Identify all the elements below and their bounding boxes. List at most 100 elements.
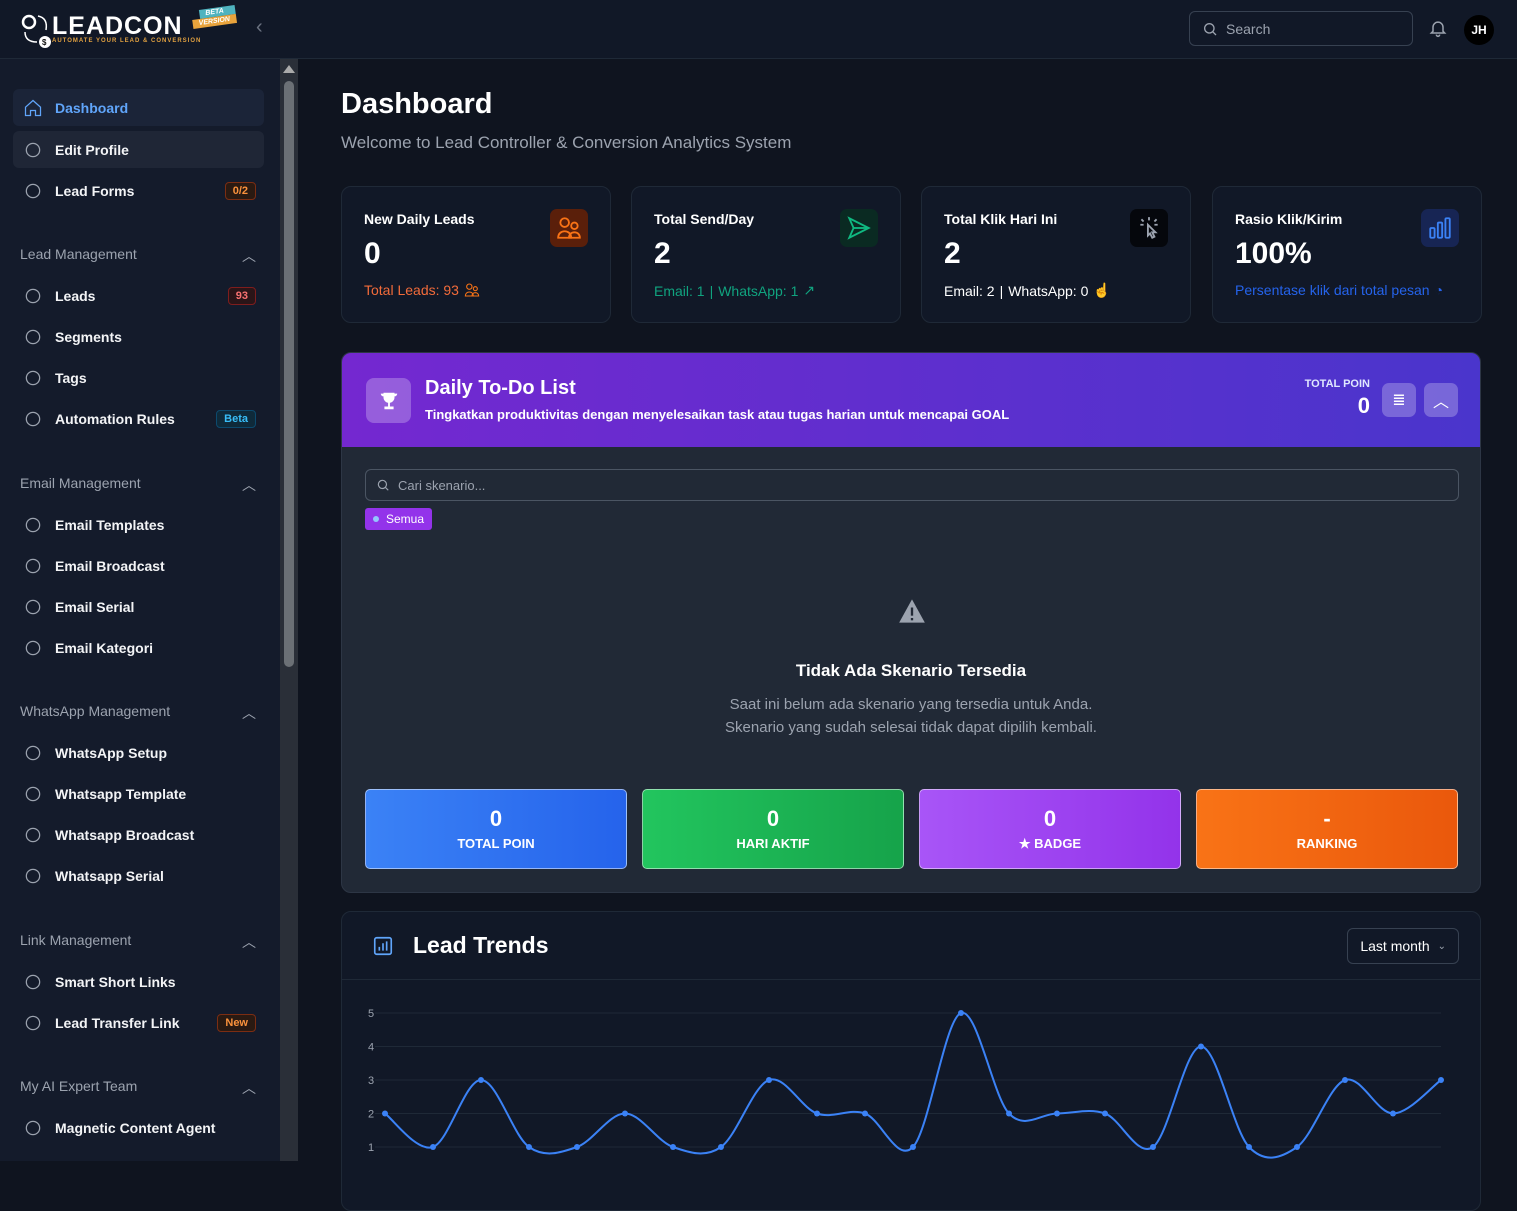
search-placeholder: Search — [1226, 20, 1271, 37]
logo[interactable]: $ LEADCON AUTOMATE YOUR LEAD & CONVERSIO… — [20, 5, 237, 48]
card-footer-whatsapp: WhatsApp: 1 — [718, 282, 799, 299]
sidebar-item-label: Email Broadcast — [55, 557, 165, 574]
sidebar-badge: New — [217, 1013, 256, 1032]
sidebar-item-email-kategori[interactable]: Email Kategori — [13, 630, 264, 667]
sidebar-item-email-serial[interactable]: Email Serial — [13, 589, 264, 626]
chevron-up-icon: ︿ — [242, 477, 256, 493]
sidebar-item-lead-transfer-link[interactable]: Lead Transfer Link New — [13, 1004, 264, 1041]
nav-icon — [25, 288, 41, 303]
sidebar-item-whatsapp-template[interactable]: Whatsapp Template — [13, 775, 264, 812]
total-poin-value: 0 — [1357, 393, 1370, 418]
send-icon — [840, 209, 878, 247]
nav-icon — [25, 599, 41, 615]
sidebar-section-email-management[interactable]: Email Management ︿ — [20, 475, 256, 495]
sidebar-item-tags[interactable]: Tags — [13, 360, 264, 397]
chevron-down-icon: ⌄ — [1437, 940, 1446, 952]
section-title: My AI Expert Team — [20, 1078, 138, 1094]
skenario-search-input[interactable]: Cari skenario... — [365, 469, 1459, 501]
section-title: WhatsApp Management — [20, 703, 171, 719]
collapse-sidebar-chevron-icon[interactable]: ‹ — [256, 16, 263, 38]
stat-total-poin: 0 TOTAL POIN — [365, 789, 627, 869]
sidebar-badge: 93 — [227, 286, 256, 305]
card-rasio-klik: Rasio Klik/Kirim 100% Persentase klik da… — [1212, 186, 1482, 323]
sidebar-item-lead-forms[interactable]: Lead Forms 0/2 — [13, 172, 264, 209]
sidebar-item-whatsapp-serial[interactable]: Whatsapp Serial — [13, 858, 264, 895]
sidebar-section-my-ai-expert-team[interactable]: My AI Expert Team ︿ — [20, 1078, 256, 1098]
cursor-click-icon — [1130, 209, 1168, 247]
empty-description: Saat ini belum ada skenario yang tersedi… — [725, 696, 1097, 736]
nav-icon — [25, 745, 41, 760]
users-icon — [464, 283, 480, 297]
nav-icon — [25, 1120, 41, 1135]
sidebar-item-smart-short-links[interactable]: Smart Short Links — [13, 963, 264, 1000]
sidebar-scrollbar[interactable] — [280, 59, 298, 1161]
bell-icon[interactable] — [1428, 18, 1448, 38]
sidebar-section-whatsapp-management[interactable]: WhatsApp Management ︿ — [20, 703, 256, 723]
card-title: Rasio Klik/Kirim — [1235, 211, 1343, 227]
nav-icon — [25, 786, 41, 802]
data-point — [1294, 1144, 1300, 1150]
sidebar-item-segments[interactable]: Segments — [13, 318, 264, 355]
sidebar-item-whatsapp-setup[interactable]: WhatsApp Setup — [13, 734, 264, 771]
section-title: Lead Management — [20, 246, 137, 262]
data-point — [862, 1110, 868, 1117]
search-icon — [1204, 22, 1217, 35]
sidebar-item-label: Lead Transfer Link — [55, 1014, 180, 1031]
sidebar-item-label: Smart Short Links — [55, 973, 176, 990]
sidebar-item-whatsapp-broadcast[interactable]: Whatsapp Broadcast — [13, 817, 264, 854]
data-point — [1150, 1144, 1156, 1150]
section-title: Link Management — [20, 932, 132, 948]
sidebar-item-email-templates[interactable]: Email Templates — [13, 506, 264, 543]
sidebar-section-link-management[interactable]: Link Management ︿ — [20, 932, 256, 952]
nav-icon — [25, 1015, 41, 1031]
range-select[interactable]: Last month ⌄ — [1347, 928, 1459, 964]
page-subtitle: Welcome to Lead Controller & Conversion … — [341, 133, 792, 152]
sidebar-item-edit-profile[interactable]: Edit Profile — [13, 131, 264, 168]
data-point — [1006, 1110, 1012, 1117]
sidebar-item-label: Email Serial — [55, 599, 135, 616]
filter-chip-semua[interactable]: Semua — [365, 508, 433, 530]
sidebar-section-lead-management[interactable]: Lead Management ︿ — [20, 246, 256, 266]
users-icon — [550, 209, 588, 247]
sidebar-item-label: Email Kategori — [55, 640, 154, 657]
data-point — [670, 1144, 676, 1150]
nav-icon — [25, 869, 41, 884]
sidebar-item-dashboard[interactable]: Dashboard — [13, 89, 264, 126]
y-tick-label: 1 — [368, 1142, 374, 1154]
nav-icon — [25, 827, 41, 843]
card-value: 100% — [1235, 237, 1312, 270]
sidebar-item-label: Whatsapp Serial — [55, 868, 164, 885]
avatar[interactable]: JH — [1464, 15, 1494, 45]
top-bar: $ LEADCON AUTOMATE YOUR LEAD & CONVERSIO… — [0, 0, 1517, 59]
sidebar-item-leads[interactable]: Leads 93 — [13, 277, 264, 314]
card-value: 0 — [364, 237, 381, 270]
sidebar-item-automation-rules[interactable]: Automation Rules Beta — [13, 401, 264, 438]
data-point — [574, 1144, 580, 1150]
sidebar-badge: Beta — [216, 410, 256, 429]
logo-text: LEADCON — [52, 12, 183, 40]
daily-todo-panel: Daily To-Do List Tingkatkan produktivita… — [341, 352, 1481, 893]
card-value: 2 — [654, 237, 671, 270]
search-input[interactable]: Search — [1189, 11, 1413, 46]
logo-gear-icon: $ — [20, 10, 52, 48]
sidebar-item-email-broadcast[interactable]: Email Broadcast — [13, 547, 264, 584]
arrow-up-right-icon: ↗ — [803, 282, 816, 298]
nav-icon — [25, 517, 41, 532]
data-point — [1390, 1110, 1396, 1117]
nav-icon — [25, 558, 41, 574]
y-tick-label: 4 — [368, 1042, 374, 1054]
nav-icon — [25, 641, 41, 656]
data-point — [622, 1110, 628, 1117]
list-view-button[interactable]: ≣ — [1382, 383, 1416, 417]
sidebar-item-magnetic-content-agent[interactable]: Magnetic Content Agent — [13, 1109, 264, 1146]
data-point — [478, 1077, 484, 1083]
sidebar-item-label: Magnetic Content Agent — [55, 1119, 216, 1136]
nav-icon — [25, 412, 41, 427]
card-value: 2 — [944, 237, 961, 270]
collapse-chevron-up-icon[interactable]: ︿ — [1424, 383, 1458, 417]
range-value: Last month — [1360, 938, 1430, 954]
chevron-up-icon: ︿ — [242, 248, 256, 264]
home-icon — [24, 99, 42, 116]
data-point — [382, 1110, 388, 1117]
chart-icon — [373, 936, 393, 956]
